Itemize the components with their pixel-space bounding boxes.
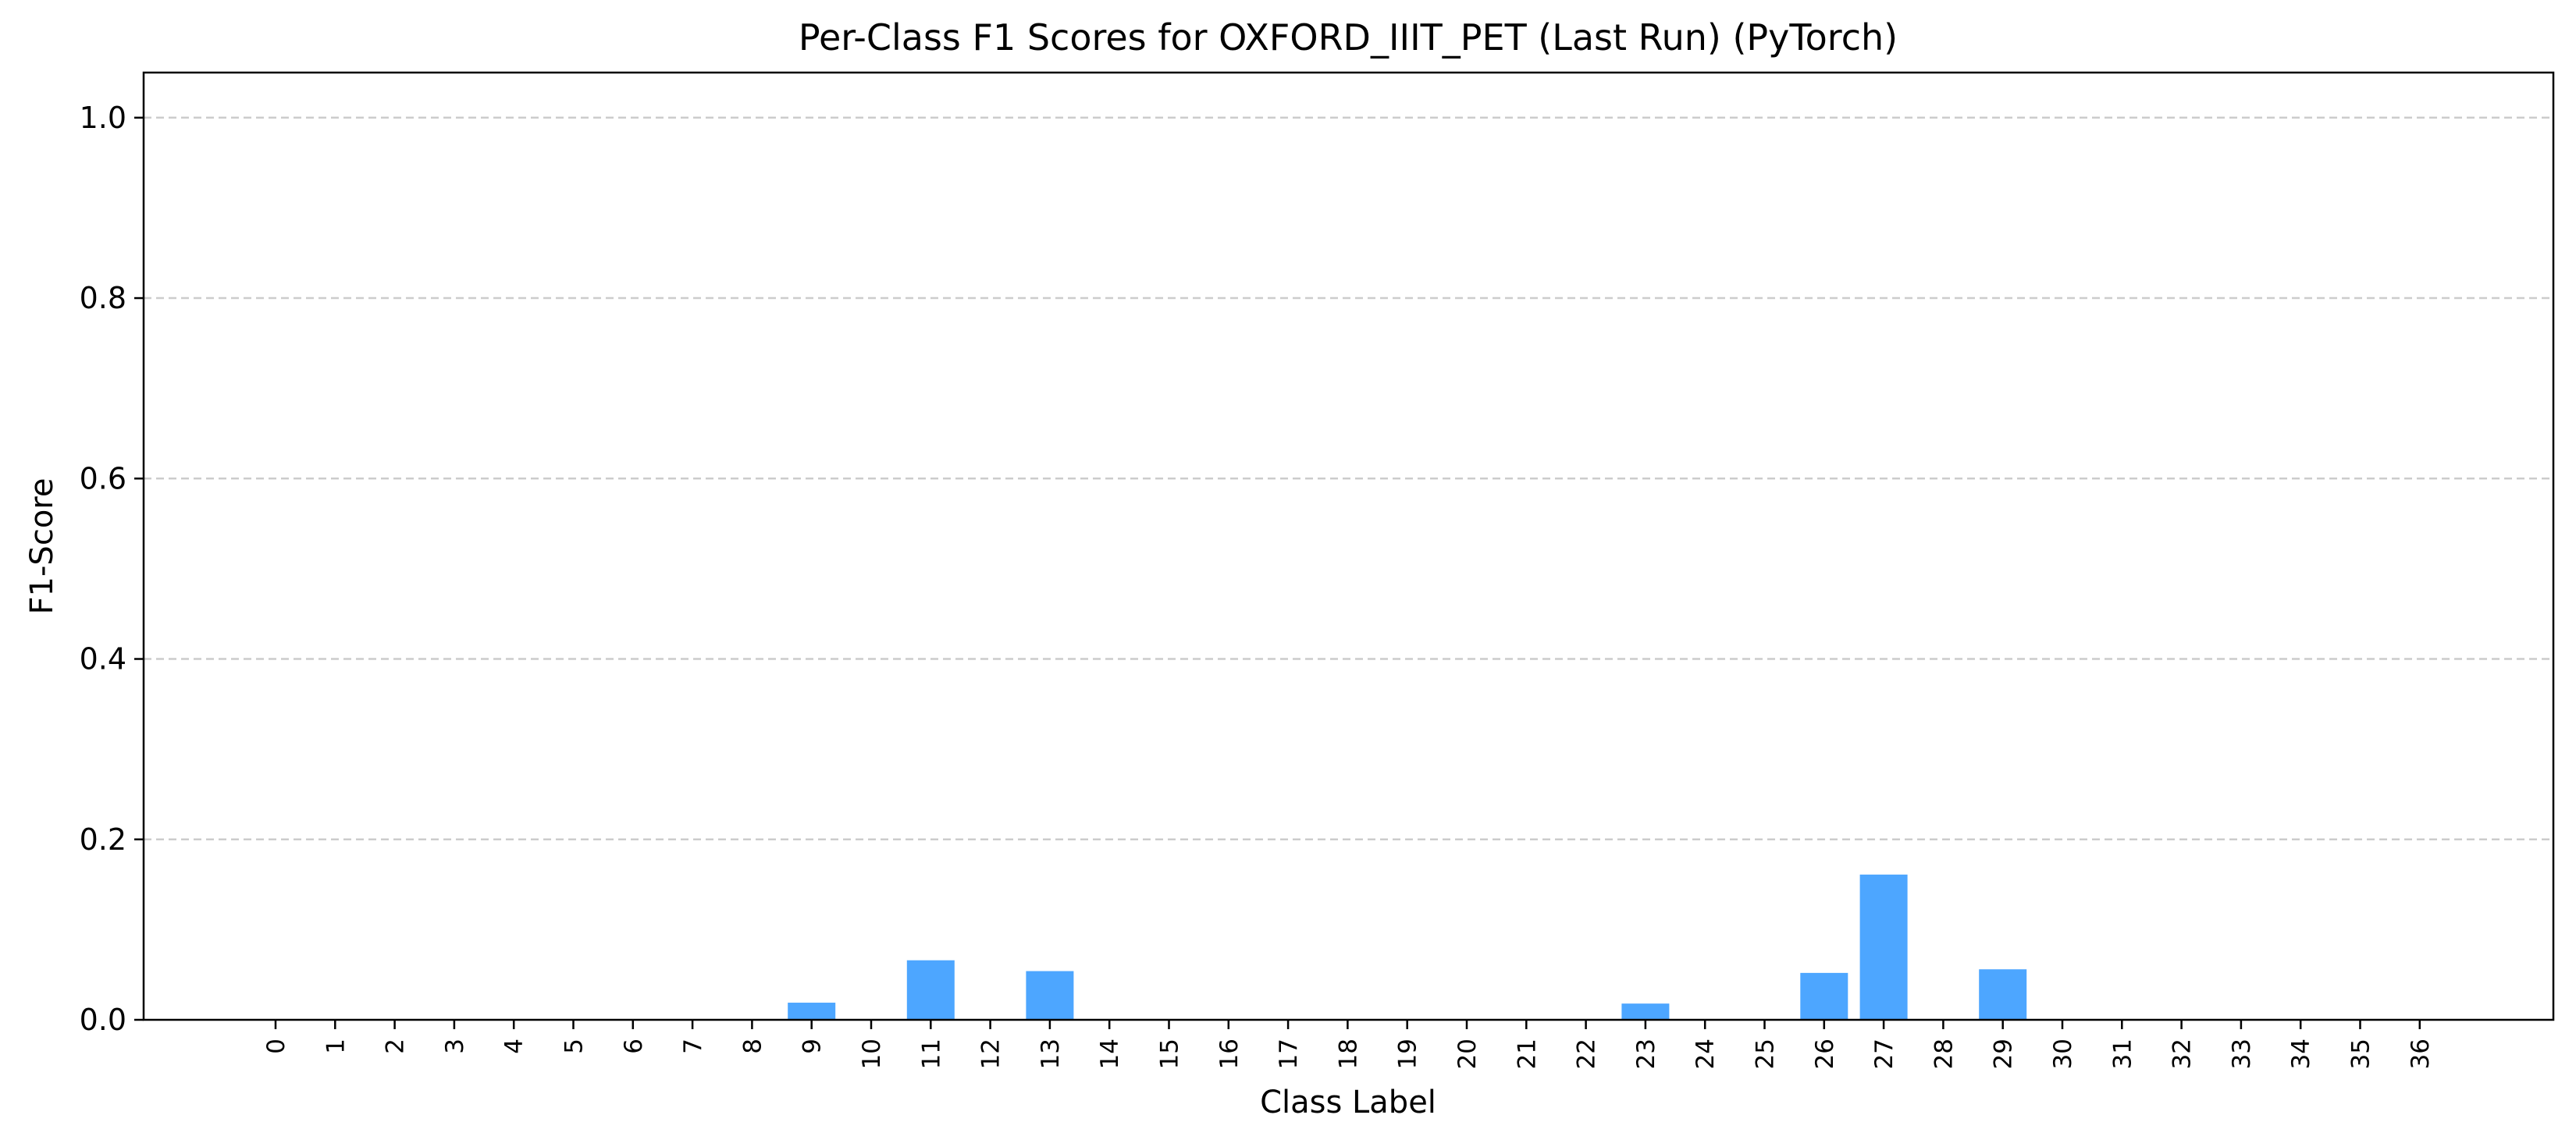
y-axis-label: F1-Score [24,478,60,615]
x-tick-label: 22 [1573,1039,1601,1069]
bar-class-26 [1800,972,1848,1020]
bar-class-13 [1026,971,1074,1020]
x-tick-label: 11 [917,1039,945,1069]
x-tick-label: 4 [500,1039,528,1054]
x-tick-label: 3 [441,1039,469,1054]
bar-class-29 [1979,969,2027,1020]
plot-frame [142,71,2555,1021]
x-tick-label: 1 [322,1039,350,1054]
x-tick-label: 26 [1811,1039,1839,1069]
x-tick-label: 2 [382,1039,410,1054]
x-tick-label: 14 [1096,1039,1124,1069]
y-tick-label: 0.6 [80,461,126,495]
y-axis-ticks: 0.0 0.2 0.4 0.6 0.8 1.0 [80,101,144,1037]
x-tick-label: 36 [2407,1039,2435,1069]
x-tick-label: 5 [560,1039,589,1054]
y-tick-label: 0.0 [80,1003,126,1037]
x-axis-label: Class Label [1260,1085,1436,1120]
bar-class-23 [1621,1003,1670,1020]
bar-class-27 [1859,874,1908,1020]
x-tick-label: 19 [1394,1039,1422,1069]
x-tick-label: 6 [620,1039,648,1054]
x-tick-label: 20 [1453,1039,1482,1069]
x-tick-label: 17 [1275,1039,1303,1069]
x-tick-label: 8 [738,1039,767,1054]
x-tick-label: 34 [2287,1039,2315,1069]
x-tick-label: 18 [1334,1039,1362,1069]
x-tick-label: 10 [858,1039,886,1069]
y-tick-label: 0.4 [80,642,126,676]
y-tick-label: 0.2 [80,822,126,857]
x-tick-label: 33 [2228,1039,2256,1069]
x-tick-label: 25 [1752,1039,1780,1069]
x-tick-label: 15 [1156,1039,1184,1069]
gridlines [144,116,2553,841]
y-tick-label: 1.0 [80,101,126,135]
x-tick-label: 31 [2108,1039,2137,1069]
x-tick-label: 7 [679,1039,707,1054]
x-tick-label: 12 [977,1039,1005,1069]
y-tick-label: 0.8 [80,281,126,315]
bars [788,874,2027,1020]
x-tick-label: 23 [1632,1039,1660,1069]
x-tick-label: 21 [1513,1039,1541,1069]
x-tick-label: 0 [262,1039,290,1054]
x-tick-label: 16 [1215,1039,1244,1069]
x-tick-label: 35 [2347,1039,2375,1069]
bar-class-11 [906,960,955,1020]
x-tick-label: 9 [799,1039,827,1054]
x-tick-label: 13 [1037,1039,1065,1069]
x-tick-label: 28 [1930,1039,1958,1069]
x-tick-label: 32 [2169,1039,2197,1069]
x-axis-ticks: 0 1 2 3 4 5 6 7 8 9 10 11 12 13 14 15 16 17 18 19 20 21 22 23 24… [262,1020,2435,1069]
chart-title: Per-Class F1 Scores for OXFORD_IIIT_PET … [799,16,1898,59]
x-tick-label: 29 [1990,1039,2018,1069]
x-tick-label: 27 [1870,1039,1898,1069]
x-tick-label: 30 [2049,1039,2077,1069]
x-tick-label: 24 [1692,1039,1720,1069]
bar-class-9 [788,1003,836,1020]
